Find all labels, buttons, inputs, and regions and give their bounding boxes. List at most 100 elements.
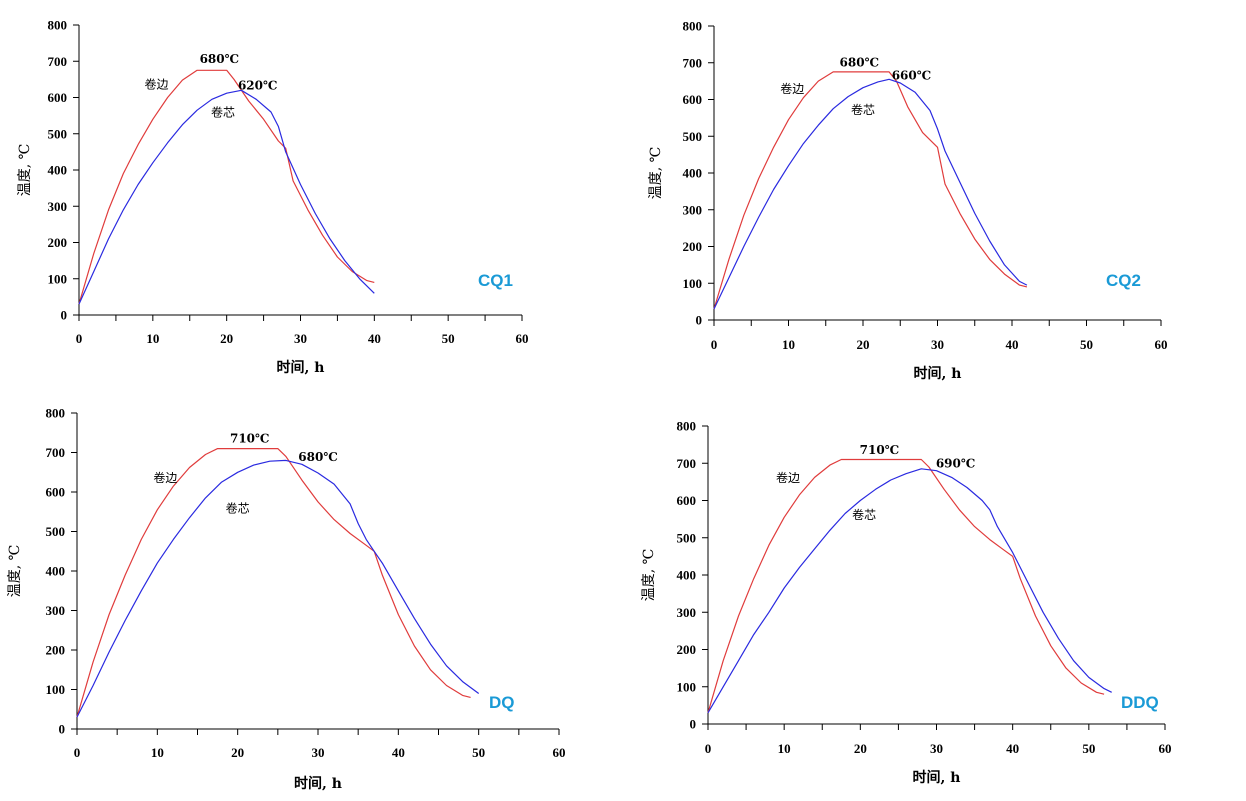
y-tick-label: 700 xyxy=(677,456,697,471)
x-tick-label: 50 xyxy=(472,745,485,760)
x-tick-label: 40 xyxy=(1006,741,1019,756)
y-axis-title: 温度, ℃ xyxy=(7,545,23,598)
y-tick-label: 500 xyxy=(48,126,68,141)
y-tick-label: 200 xyxy=(677,642,697,657)
x-tick-label: 30 xyxy=(931,337,944,352)
annotation-label: 660℃ xyxy=(892,68,931,82)
chart-panel-dq: 0 10 20 30 40 50 600100200300400500600700800时间… xyxy=(7,406,566,793)
annotation-label: 710℃ xyxy=(230,432,269,446)
y-tick-label: 800 xyxy=(46,406,66,421)
y-tick-label: 500 xyxy=(683,129,703,144)
x-axis-title: 时间, h xyxy=(277,359,325,376)
chart-panel-cq1: 0 10 20 30 40 50 600100200300400500600700800时间… xyxy=(17,18,529,377)
x-tick-label: 60 xyxy=(1155,337,1168,352)
y-tick-label: 100 xyxy=(46,682,66,697)
x-tick-label: 20 xyxy=(857,337,870,352)
annotation-label: 卷芯 xyxy=(851,102,875,117)
annotation-label: 卷芯 xyxy=(852,507,876,522)
x-tick-label: 50 xyxy=(442,331,455,346)
y-tick-label: 200 xyxy=(683,239,703,254)
y-tick-label: 300 xyxy=(683,202,703,217)
x-tick-label: 20 xyxy=(854,741,867,756)
y-tick-label: 500 xyxy=(677,530,697,545)
series-line-coil-core xyxy=(76,459,480,718)
y-tick-label: 300 xyxy=(48,199,68,214)
x-tick-label: 40 xyxy=(392,745,405,760)
y-tick-label: 800 xyxy=(683,19,703,34)
y-tick-label: 300 xyxy=(46,603,66,618)
x-tick-label: 10 xyxy=(151,745,164,760)
panel-tag: DDQ xyxy=(1121,693,1159,712)
y-axis-title: 温度, ℃ xyxy=(17,144,33,197)
y-tick-label: 0 xyxy=(61,308,68,323)
x-tick-label: 40 xyxy=(368,331,381,346)
x-tick-label: 10 xyxy=(782,337,795,352)
y-tick-label: 100 xyxy=(677,679,697,694)
y-axis-title: 温度, ℃ xyxy=(648,147,664,200)
x-tick-label: 20 xyxy=(231,745,244,760)
panel-tag: CQ2 xyxy=(1106,271,1141,290)
y-tick-label: 0 xyxy=(59,722,66,737)
y-tick-label: 0 xyxy=(690,717,697,732)
y-tick-label: 200 xyxy=(48,235,68,250)
x-tick-label: 0 xyxy=(705,741,712,756)
series-line-coil-core xyxy=(78,89,375,305)
x-tick-label: 50 xyxy=(1080,337,1093,352)
x-tick-label: 50 xyxy=(1082,741,1095,756)
y-tick-label: 500 xyxy=(46,524,66,539)
annotation-label: 620℃ xyxy=(238,79,277,93)
y-tick-label: 600 xyxy=(683,92,703,107)
y-tick-label: 600 xyxy=(46,485,66,500)
x-tick-label: 60 xyxy=(516,331,529,346)
panel-tag: CQ1 xyxy=(478,271,513,290)
panel-tag: DQ xyxy=(489,693,515,712)
chart-panel-ddq: 0 10 20 30 40 50 600100200300400500600700800时间… xyxy=(641,419,1172,787)
y-tick-label: 300 xyxy=(677,605,697,620)
y-tick-label: 400 xyxy=(46,564,66,579)
y-tick-label: 0 xyxy=(696,313,703,328)
y-tick-label: 100 xyxy=(683,276,703,291)
y-tick-label: 400 xyxy=(683,166,703,181)
x-axis-title: 时间, h xyxy=(913,769,961,786)
y-tick-label: 700 xyxy=(46,445,66,460)
y-tick-label: 600 xyxy=(677,493,697,508)
x-tick-label: 60 xyxy=(553,745,566,760)
x-tick-label: 0 xyxy=(74,745,81,760)
annotation-label: 680℃ xyxy=(840,55,879,69)
y-tick-label: 200 xyxy=(46,643,66,658)
y-tick-label: 400 xyxy=(677,568,697,583)
series-line-coil-edge xyxy=(76,448,471,718)
annotation-label: 710℃ xyxy=(860,443,899,457)
annotation-label: 卷芯 xyxy=(226,501,250,516)
annotation-label: 卷芯 xyxy=(211,104,235,119)
series-line-coil-core xyxy=(713,78,1028,310)
x-tick-label: 30 xyxy=(294,331,307,346)
x-axis-title: 时间, h xyxy=(294,775,342,792)
x-tick-label: 30 xyxy=(312,745,325,760)
annotation-label: 680℃ xyxy=(200,52,239,66)
annotation-label: 690℃ xyxy=(936,457,975,471)
annotation-label: 卷边 xyxy=(153,470,177,485)
annotation-label: 680℃ xyxy=(298,450,337,464)
x-tick-label: 20 xyxy=(220,331,233,346)
annotation-label: 卷边 xyxy=(776,470,800,485)
y-tick-label: 700 xyxy=(48,54,68,69)
x-tick-label: 0 xyxy=(711,337,718,352)
chart-panel-cq2: 0 10 20 30 40 50 600100200300400500600700800时间… xyxy=(648,19,1168,383)
series-line-coil-core xyxy=(707,468,1112,714)
x-tick-label: 10 xyxy=(778,741,791,756)
y-tick-label: 700 xyxy=(683,55,703,70)
x-tick-label: 60 xyxy=(1159,741,1172,756)
series-line-coil-edge xyxy=(713,71,1028,310)
x-tick-label: 40 xyxy=(1006,337,1019,352)
y-tick-label: 100 xyxy=(48,271,68,286)
y-tick-label: 400 xyxy=(48,163,68,178)
y-tick-label: 800 xyxy=(677,419,697,434)
series-line-coil-edge xyxy=(707,458,1105,713)
y-axis-title: 温度, ℃ xyxy=(641,549,657,602)
x-tick-label: 30 xyxy=(930,741,943,756)
annotation-label: 卷边 xyxy=(780,81,804,96)
y-tick-label: 600 xyxy=(48,90,68,105)
y-tick-label: 800 xyxy=(48,18,68,33)
